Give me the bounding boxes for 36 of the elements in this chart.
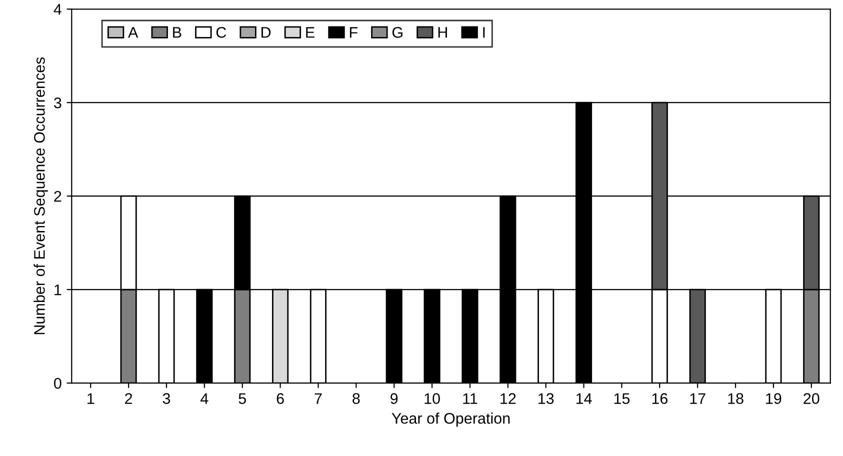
y-tick-label: 4 (54, 4, 62, 15)
y-tick-label: 2 (54, 190, 62, 202)
x-tick-label: 2 (125, 393, 132, 404)
x-tick-label: 4 (200, 393, 208, 404)
legend-label: D (262, 27, 271, 38)
x-tick-label: 12 (500, 393, 516, 404)
y-tick-label: 3 (54, 97, 62, 108)
x-tick-label: 11 (463, 393, 478, 404)
x-tick-label: 9 (390, 393, 398, 404)
x-tick-label: 5 (238, 393, 246, 404)
x-tick-label: 8 (352, 393, 360, 404)
x-tick-label: 19 (766, 393, 782, 404)
x-tick-label: 10 (424, 393, 440, 404)
x-tick-label: 1 (88, 393, 94, 404)
legend-label: C (216, 27, 226, 38)
legend-label: I (483, 27, 485, 38)
x-tick-label: 16 (652, 393, 668, 404)
x-tick-label: 3 (162, 393, 170, 404)
x-tick-label: 17 (690, 393, 706, 404)
legend-label: G (392, 27, 402, 38)
x-tick-label: 6 (276, 393, 284, 404)
x-axis-title: Year of Operation (392, 412, 510, 427)
x-tick-label: 13 (538, 393, 554, 404)
legend-label: B (173, 27, 182, 38)
x-tick-label: 15 (614, 393, 630, 404)
legend-label: A (128, 27, 138, 38)
x-tick-label: 20 (804, 393, 820, 404)
legend-label: F (350, 27, 358, 38)
y-tick-label: 1 (54, 284, 62, 296)
legend-label: H (438, 27, 447, 38)
legend-label: E (306, 27, 314, 38)
x-tick-label: 18 (728, 393, 744, 404)
x-tick-label: 7 (314, 393, 322, 404)
y-tick-label: 0 (54, 378, 62, 389)
x-tick-label: 14 (576, 393, 592, 404)
y-axis-title: Number of Event Sequence Occurrences (34, 57, 48, 334)
